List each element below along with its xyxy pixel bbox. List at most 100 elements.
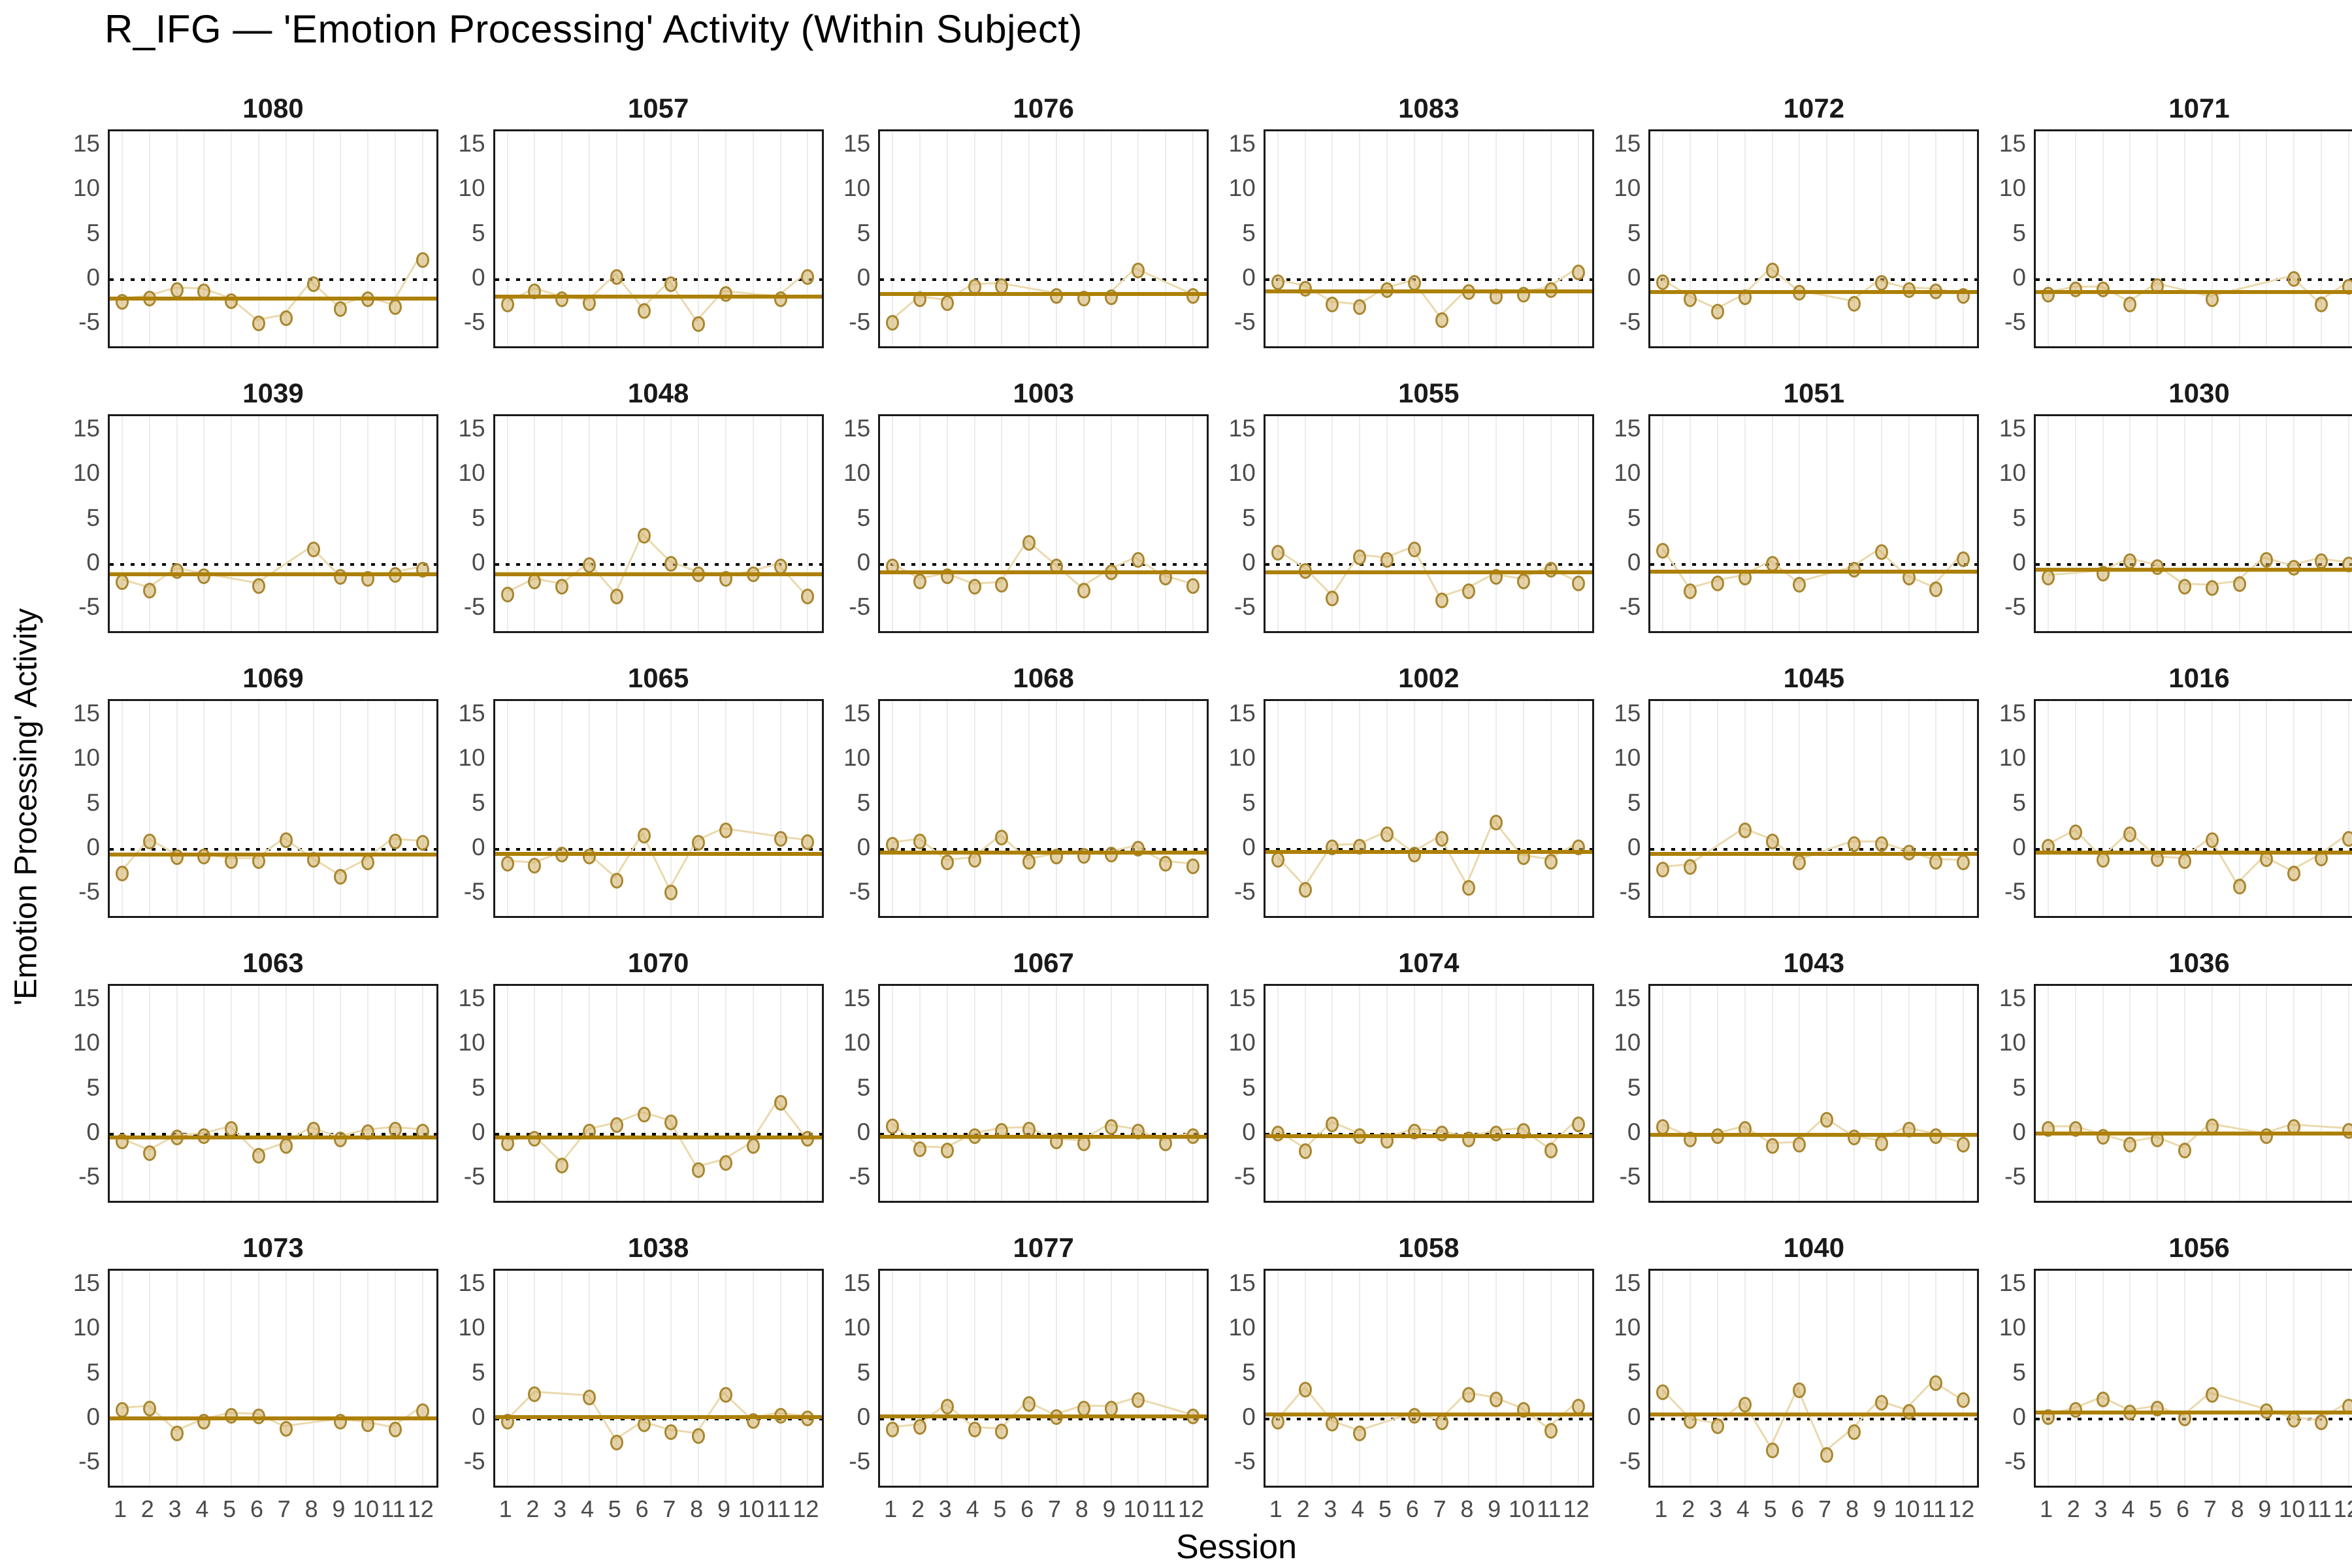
panel-gridline bbox=[395, 131, 396, 346]
subject-mean-line bbox=[495, 572, 822, 577]
facet-panel-1080 bbox=[108, 129, 438, 348]
x-tick-label: 4 bbox=[1351, 1495, 1365, 1522]
subject-mean-line bbox=[2036, 290, 2352, 295]
data-point bbox=[1656, 1384, 1670, 1400]
connect-line bbox=[2048, 1392, 2345, 1421]
data-point bbox=[389, 299, 402, 316]
data-point bbox=[886, 1422, 900, 1438]
panel-gridline bbox=[203, 416, 205, 631]
y-tick-label: 5 bbox=[86, 219, 100, 246]
data-point bbox=[637, 302, 651, 319]
data-point bbox=[1544, 562, 1558, 578]
x-tick-label: 4 bbox=[580, 1495, 595, 1522]
y-tick-label: 0 bbox=[1627, 548, 1641, 576]
connect-line bbox=[1661, 547, 1961, 589]
panel-gridline bbox=[1331, 1271, 1333, 1486]
facet-panel-1063 bbox=[108, 984, 438, 1203]
zero-reference-line bbox=[880, 847, 1207, 851]
data-point bbox=[1326, 590, 1339, 606]
y-tick-label: -5 bbox=[849, 878, 871, 906]
y-tick-label: 5 bbox=[472, 219, 485, 246]
facet-title-1080: 1080 bbox=[242, 93, 304, 123]
data-point bbox=[719, 1154, 732, 1171]
panel-gridline bbox=[973, 1271, 975, 1486]
subject-mean-line bbox=[1265, 850, 1592, 855]
subject-mean-line bbox=[880, 851, 1207, 855]
panel-gridline bbox=[1441, 131, 1443, 346]
facet-panel-1058 bbox=[1263, 1269, 1594, 1488]
data-point bbox=[1957, 855, 1970, 871]
x-tick-label: 12 bbox=[1948, 1495, 1975, 1522]
y-tick-label: 0 bbox=[2012, 1403, 2026, 1430]
y-tick-label: 0 bbox=[86, 548, 100, 576]
panel-gridline bbox=[1468, 986, 1470, 1201]
data-point bbox=[252, 1147, 265, 1164]
y-tick-label: -5 bbox=[463, 1448, 485, 1475]
panel-gridline bbox=[615, 986, 617, 1201]
panel-gridline bbox=[1028, 131, 1030, 346]
panel-gridline bbox=[231, 131, 233, 346]
facet-title-1048: 1048 bbox=[627, 378, 689, 408]
data-point bbox=[389, 1422, 402, 1438]
y-tick-label: 15 bbox=[1614, 699, 1641, 727]
panel-gridline bbox=[1386, 131, 1388, 346]
y-tick-label: 15 bbox=[843, 699, 871, 727]
x-tick-label: 3 bbox=[938, 1495, 952, 1522]
panel-gridline bbox=[1935, 131, 1937, 346]
panel-gridline bbox=[2184, 701, 2185, 916]
panel-gridline bbox=[1055, 416, 1057, 631]
panel-gridline bbox=[1001, 701, 1003, 916]
connect-line bbox=[1277, 269, 1575, 318]
connect-line bbox=[2048, 828, 2345, 885]
panel-gridline bbox=[1359, 986, 1361, 1201]
data-point bbox=[1435, 830, 1448, 847]
panel-gridline bbox=[1277, 416, 1279, 631]
data-point bbox=[500, 587, 514, 603]
data-point bbox=[1159, 855, 1173, 872]
panel-gridline bbox=[1055, 1271, 1057, 1486]
data-point bbox=[142, 1145, 156, 1161]
facet-panel-1057 bbox=[493, 129, 824, 348]
panel-gridline bbox=[1577, 1271, 1579, 1486]
panel-gridline bbox=[1853, 131, 1855, 346]
panel-gridline bbox=[752, 416, 754, 631]
panel-gridline bbox=[122, 416, 123, 631]
y-tick-label: -5 bbox=[1233, 308, 1256, 336]
y-tick-label: 0 bbox=[1627, 1403, 1641, 1430]
panel-gridline bbox=[2129, 986, 2131, 1201]
panel-gridline bbox=[2321, 416, 2322, 631]
panel-gridline bbox=[1165, 986, 1167, 1201]
panel-gridline bbox=[1826, 1271, 1828, 1486]
y-tick-label: 0 bbox=[1242, 1118, 1256, 1145]
panel-gridline bbox=[2347, 1271, 2349, 1486]
panel-gridline bbox=[1826, 416, 1828, 631]
subject-mean-line bbox=[880, 1135, 1207, 1139]
x-tick-label: 4 bbox=[1736, 1495, 1750, 1522]
y-tick-label: -5 bbox=[849, 1448, 871, 1475]
zero-reference-line bbox=[1265, 847, 1592, 851]
panel-gridline bbox=[340, 131, 342, 346]
y-tick-label: 5 bbox=[857, 1073, 871, 1101]
x-tick-label: 5 bbox=[1378, 1495, 1392, 1522]
panel-gridline bbox=[2157, 1271, 2159, 1486]
panel-gridline bbox=[892, 416, 894, 631]
panel-gridline bbox=[2293, 131, 2295, 346]
y-tick-label: -5 bbox=[2004, 308, 2026, 336]
subject-mean-line bbox=[495, 294, 822, 299]
data-point bbox=[719, 286, 732, 302]
data-point bbox=[1793, 577, 1806, 593]
panel-gridline bbox=[1880, 416, 1882, 631]
panel-gridline bbox=[421, 986, 423, 1201]
y-tick-label: 10 bbox=[1999, 1314, 2026, 1341]
facet-title-1051: 1051 bbox=[1783, 378, 1845, 408]
panel-gridline bbox=[1137, 1271, 1139, 1486]
panel-gridline bbox=[2074, 986, 2076, 1201]
panel-gridline bbox=[2321, 986, 2322, 1201]
panel-gridline bbox=[1110, 701, 1112, 916]
facet-title-1045: 1045 bbox=[1783, 662, 1845, 693]
panel-gridline bbox=[2102, 1271, 2104, 1486]
panel-gridline bbox=[779, 701, 781, 916]
data-point bbox=[2232, 879, 2246, 895]
y-tick-label: 0 bbox=[1242, 1403, 1256, 1430]
panel-gridline bbox=[779, 416, 781, 631]
